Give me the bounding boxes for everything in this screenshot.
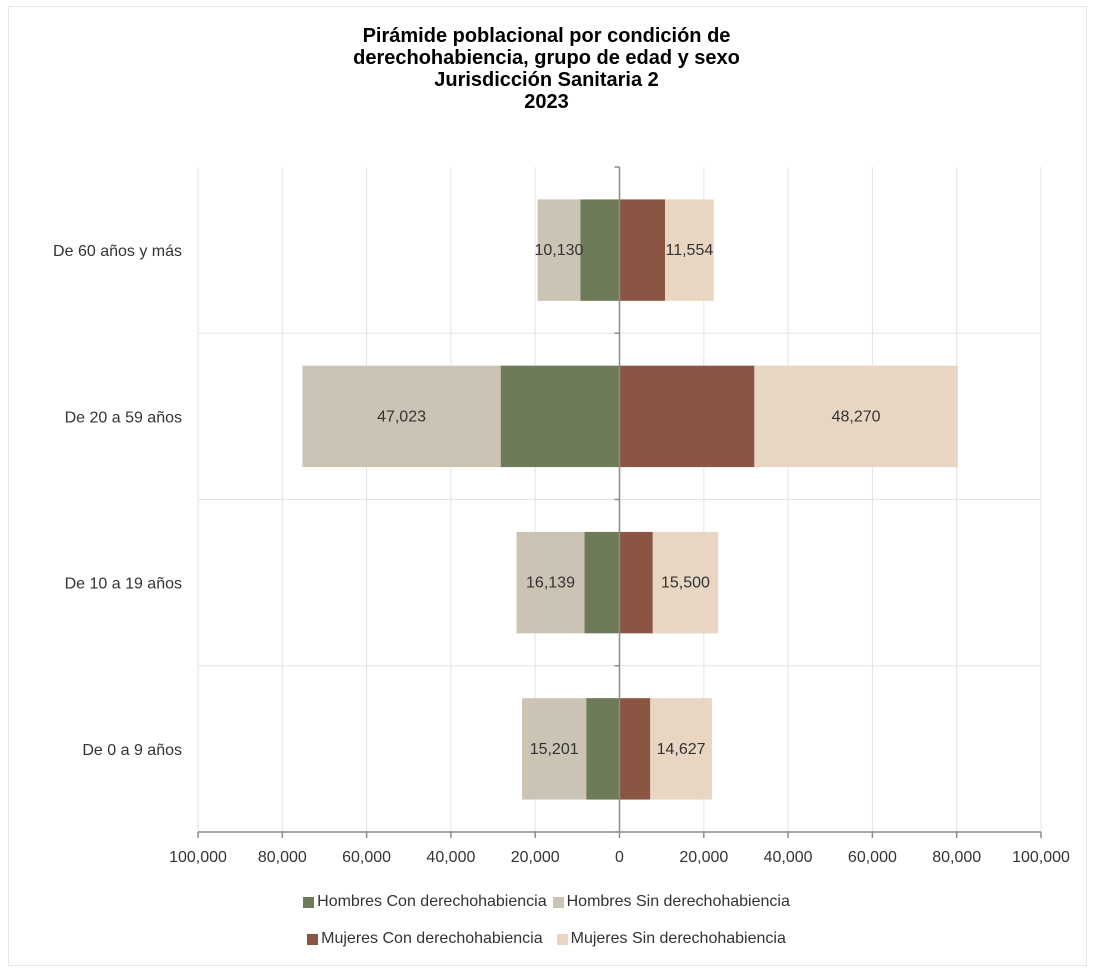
chart-title-line-3: Jurisdicción Sanitaria 2	[434, 69, 659, 91]
category-label-de-60-anos-y-mas: De 60 años y más	[53, 243, 182, 260]
data-label-hombres-sin-derechohabiencia-de-0-a-9-anos: 15,201	[530, 741, 579, 758]
legend-item-mujeres-con: Mujeres Con derechohabiencia	[307, 930, 543, 948]
legend-swatch-mujeres-sin	[556, 933, 568, 945]
data-label-mujeres-sin-derechohabiencia-de-0-a-9-anos: 14,627	[657, 741, 706, 758]
category-label-de-0-a-9-anos: De 0 a 9 años	[82, 742, 182, 759]
x-tick-label-2: 60,000	[342, 849, 391, 866]
x-tick-label-0: 100,000	[169, 849, 227, 866]
legend-swatch-hombres-con	[303, 896, 315, 908]
legend-row-2: Mujeres Con derechohabiencia Mujeres Sin…	[0, 930, 1093, 948]
bar-mujeres-con-derechohabiencia-de-0-a-9-anos	[619, 698, 651, 800]
legend-label-hombres-con: Hombres Con derechohabiencia	[317, 893, 547, 910]
legend-swatch-mujeres-con	[307, 933, 319, 945]
data-label-mujeres-sin-derechohabiencia-de-60-anos-y-mas: 11,554	[665, 242, 713, 259]
bar-hombres-sin-derechohabiencia-de-20-a-59-anos	[302, 365, 501, 468]
bar-hombres-sin-derechohabiencia-de-0-a-9-anos	[522, 698, 587, 800]
x-tick-label-5: 0	[615, 849, 624, 866]
legend-label-hombres-sin: Hombres Sin derechohabiencia	[566, 893, 790, 910]
chart-frame	[8, 6, 1087, 966]
bar-mujeres-sin-derechohabiencia-de-0-a-9-anos	[650, 698, 712, 800]
legend-label-mujeres-sin: Mujeres Sin derechohabiencia	[570, 930, 786, 947]
legend-row-1: Hombres Con derechohabiencia Hombres Sin…	[0, 893, 1093, 911]
legend-item-hombres-sin: Hombres Sin derechohabiencia	[552, 893, 790, 911]
bar-hombres-con-derechohabiencia-de-0-a-9-anos	[586, 698, 620, 800]
data-label-hombres-sin-derechohabiencia-de-20-a-59-anos: 47,023	[377, 408, 426, 425]
x-tick-label-1: 80,000	[258, 849, 307, 866]
bar-hombres-con-derechohabiencia-de-20-a-59-anos	[500, 365, 620, 468]
chart-title-line-1: Pirámide poblacional por condición de	[362, 25, 731, 47]
bar-mujeres-con-derechohabiencia-de-60-anos-y-mas	[619, 199, 666, 301]
data-label-mujeres-sin-derechohabiencia-de-10-a-19-anos: 15,500	[661, 575, 710, 592]
category-label-de-20-a-59-anos: De 20 a 59 años	[65, 409, 182, 426]
legend-item-hombres-con: Hombres Con derechohabiencia	[303, 893, 547, 911]
x-tick-label-8: 60,000	[848, 849, 897, 866]
data-label-mujeres-sin-derechohabiencia-de-20-a-59-anos: 48,270	[832, 408, 881, 425]
x-tick-label-10: 100,000	[1012, 849, 1070, 866]
chart-title: Pirámide poblacional por condición de de…	[0, 25, 1093, 113]
data-label-hombres-sin-derechohabiencia-de-10-a-19-anos: 16,139	[526, 575, 575, 592]
category-label-de-10-a-19-anos: De 10 a 19 años	[65, 576, 182, 593]
legend-swatch-hombres-sin	[552, 896, 564, 908]
chart-title-line-2: derechohabiencia, grupo de edad y sexo	[353, 47, 740, 69]
bar-hombres-con-derechohabiencia-de-10-a-19-anos	[584, 531, 620, 634]
x-tick-label-6: 20,000	[679, 849, 728, 866]
x-tick-label-3: 40,000	[426, 849, 475, 866]
data-label-hombres-sin-derechohabiencia-de-60-anos-y-mas: 10,130	[534, 242, 583, 259]
bar-mujeres-sin-derechohabiencia-de-10-a-19-anos	[652, 531, 719, 634]
bar-mujeres-con-derechohabiencia-de-20-a-59-anos	[619, 365, 755, 468]
x-tick-label-4: 20,000	[511, 849, 560, 866]
legend-item-mujeres-sin: Mujeres Sin derechohabiencia	[556, 930, 786, 948]
bar-mujeres-sin-derechohabiencia-de-60-anos-y-mas	[665, 199, 714, 301]
bar-hombres-sin-derechohabiencia-de-60-anos-y-mas	[537, 199, 581, 301]
chart-title-line-4: 2023	[524, 91, 569, 113]
x-tick-label-7: 40,000	[764, 849, 813, 866]
bar-hombres-sin-derechohabiencia-de-10-a-19-anos	[516, 531, 585, 634]
bar-mujeres-con-derechohabiencia-de-10-a-19-anos	[619, 531, 653, 634]
x-tick-label-9: 80,000	[932, 849, 981, 866]
bar-hombres-con-derechohabiencia-de-60-anos-y-mas	[580, 199, 620, 301]
bar-mujeres-sin-derechohabiencia-de-20-a-59-anos	[754, 365, 958, 468]
legend-label-mujeres-con: Mujeres Con derechohabiencia	[321, 930, 543, 947]
